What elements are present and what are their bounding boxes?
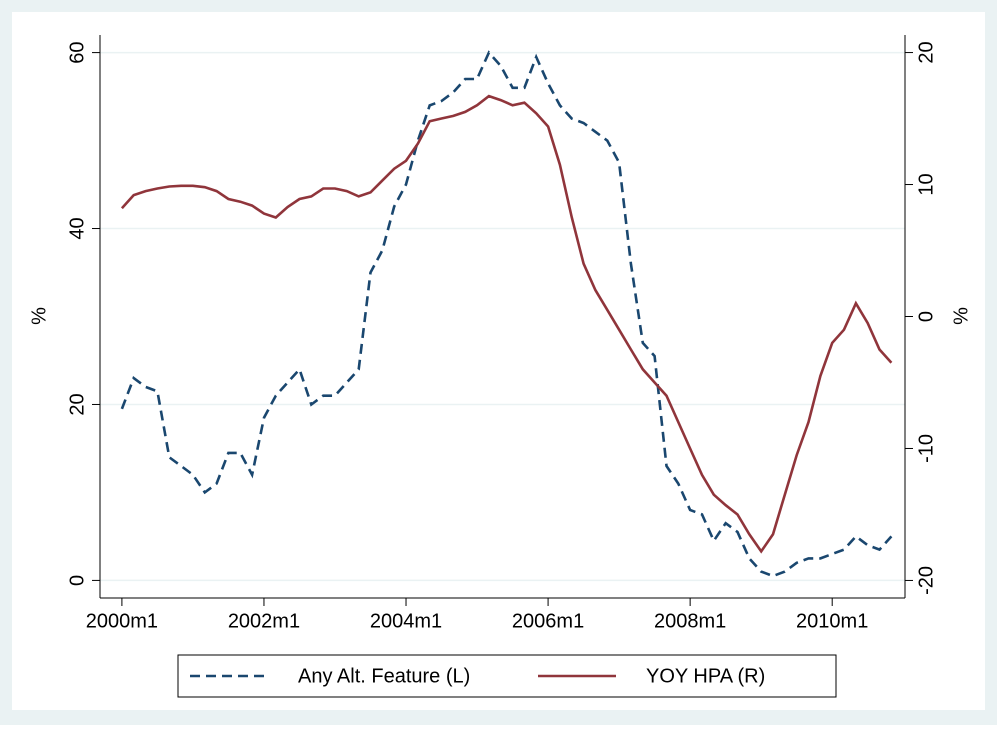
y-tick-label: 60 [66, 41, 88, 63]
x-tick-label: 2004m1 [370, 610, 442, 632]
y-axis-title: % [28, 307, 50, 325]
x-tick-label: 2000m1 [86, 610, 158, 632]
y2-tick-label: -20 [915, 566, 937, 595]
series-line [120, 94, 893, 554]
x-tick-label: 2002m1 [228, 610, 300, 632]
y2-tick-label: 20 [915, 41, 937, 63]
series-line [120, 50, 893, 578]
legend-label: Any Alt. Feature (L) [298, 665, 470, 687]
x-tick-label: 2010m1 [796, 610, 868, 632]
legend-box [177, 654, 837, 698]
y2-axis-title: % [950, 307, 972, 325]
x-tick-label: 2008m1 [654, 610, 726, 632]
x-tick-label: 2006m1 [512, 610, 584, 632]
legend-label: YOY HPA (R) [646, 665, 765, 687]
y2-tick-label: 0 [915, 311, 937, 322]
y2-tick-label: 10 [915, 173, 937, 195]
plot-background [12, 12, 985, 710]
y2-tick-label: -10 [915, 434, 937, 463]
y-tick-label: 20 [66, 393, 88, 415]
y-tick-label: 40 [66, 217, 88, 239]
y-tick-label: 0 [66, 575, 88, 586]
